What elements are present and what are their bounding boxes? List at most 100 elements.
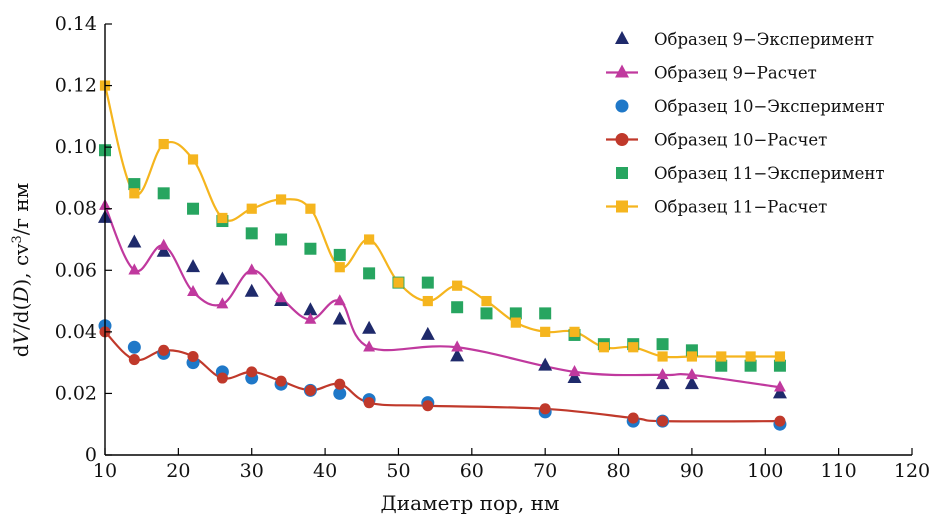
series-point-calc <box>217 212 228 224</box>
legend-label: Образец 11−Расчет <box>654 198 827 217</box>
series-point-calc <box>363 397 375 409</box>
series-point-exp <box>772 385 787 399</box>
legend-item: Образец 11−Эксперимент <box>616 164 885 183</box>
legend-marker <box>615 30 629 44</box>
series-point-calc <box>334 262 345 273</box>
axes <box>104 24 912 456</box>
series-point-exp <box>451 301 464 314</box>
series-point-calc <box>246 203 257 214</box>
series-point-exp <box>567 369 582 383</box>
series-point-calc <box>627 412 639 424</box>
series-point-exp <box>156 243 171 257</box>
series-point-calc <box>657 415 669 427</box>
x-tick-label: 10 <box>93 460 117 482</box>
y-tick-label: 0.12 <box>55 75 97 97</box>
x-tick-label: 40 <box>313 460 337 482</box>
x-axis-title: Диаметр пор, нм <box>381 491 560 515</box>
y-axis-ticks: 0 0.02 0.04 0.06 0.08 0.10 0.12 0.14 <box>55 13 112 466</box>
series-point-calc <box>216 372 228 384</box>
series-point-exp <box>656 338 669 351</box>
series-point-calc <box>422 295 433 307</box>
legend-item: Образец 11−Расчет <box>606 198 827 217</box>
series-point-calc <box>598 342 609 353</box>
series-point-exp <box>480 307 493 320</box>
series-markers <box>98 80 787 431</box>
series-point-exp <box>128 178 141 191</box>
series-point-exp <box>186 259 201 273</box>
y-tick-label: 0.08 <box>55 198 97 220</box>
legend-label: Образец 11−Эксперимент <box>654 164 885 183</box>
y-title-part: V <box>9 327 33 344</box>
series-point-exp <box>332 311 347 325</box>
series-point-exp <box>127 234 142 248</box>
series-point-calc <box>774 351 786 362</box>
legend-marker <box>616 167 628 179</box>
series-point-exp <box>244 283 259 297</box>
series-point-calc <box>158 138 169 150</box>
series-point-calc <box>774 415 786 427</box>
legend-marker <box>615 64 629 78</box>
legend-marker <box>616 200 628 213</box>
y-title-part: /d( <box>9 303 33 330</box>
series-point-calc <box>773 380 786 392</box>
series-point-calc <box>187 154 199 165</box>
y-tick-label: 0.02 <box>55 382 97 404</box>
series-point-calc <box>451 340 464 352</box>
series-point-calc <box>128 263 141 275</box>
legend: Образец 9−Эксперимент Образец 9−Расчет Обр… <box>606 30 885 217</box>
x-tick-label: 70 <box>533 460 557 482</box>
series-point-exp <box>715 359 728 372</box>
series-point-exp <box>684 376 699 390</box>
x-axis-ticks: 10 20 30 40 50 60 70 80 90 100 110 120 <box>93 448 930 482</box>
series-point-calc <box>716 351 727 362</box>
series-line <box>103 85 780 359</box>
legend-label: Образец 9−Расчет <box>654 64 817 83</box>
series-point-calc <box>363 340 376 352</box>
legend-marker <box>615 99 629 113</box>
series-point-calc <box>304 384 316 396</box>
series-point-calc <box>245 263 258 275</box>
series-point-exp <box>420 326 435 340</box>
series-point-calc <box>216 297 229 309</box>
series-point-exp <box>303 302 318 316</box>
series-point-calc <box>187 350 199 363</box>
y-title-part: D <box>9 287 33 304</box>
series-point-exp <box>773 359 786 372</box>
series-point-calc <box>393 277 404 288</box>
series-point-calc <box>305 203 316 214</box>
x-tick-label: 20 <box>166 460 190 482</box>
series-point-calc <box>187 284 199 297</box>
y-tick-label: 0.14 <box>55 13 97 35</box>
series-point-exp <box>215 271 230 285</box>
series-point-calc <box>422 400 434 412</box>
series-point-exp <box>362 320 377 334</box>
series-point-exp <box>655 376 670 390</box>
series-point-exp <box>304 242 317 255</box>
series-point-calc <box>510 317 521 328</box>
y-title-part: 3 <box>10 235 25 243</box>
y-title-part: d <box>9 344 33 357</box>
series-point-calc <box>686 351 698 362</box>
series-point-exp <box>421 276 434 289</box>
legend-item: Образец 10−Эксперимент <box>615 97 885 116</box>
x-tick-label: 100 <box>747 460 783 482</box>
series-point-calc <box>158 344 170 356</box>
series-point-exp <box>744 359 757 372</box>
series-point-calc <box>539 403 551 415</box>
legend-label: Образец 9−Эксперимент <box>654 30 874 49</box>
series-point-calc <box>364 234 375 245</box>
series-point-calc <box>569 326 580 337</box>
x-tick-label: 30 <box>240 460 264 482</box>
series-point-calc <box>275 194 287 205</box>
series-point-calc <box>129 188 140 199</box>
series-point-exp <box>275 233 288 246</box>
series-line <box>104 331 780 423</box>
x-tick-label: 120 <box>894 460 930 482</box>
series-point-calc <box>481 295 492 307</box>
series-point-calc <box>685 368 698 380</box>
x-tick-label: 60 <box>460 460 484 482</box>
y-tick-label: 0.10 <box>55 136 97 158</box>
legend-label: Образец 10−Эксперимент <box>654 97 885 116</box>
series-point-exp <box>450 348 465 362</box>
